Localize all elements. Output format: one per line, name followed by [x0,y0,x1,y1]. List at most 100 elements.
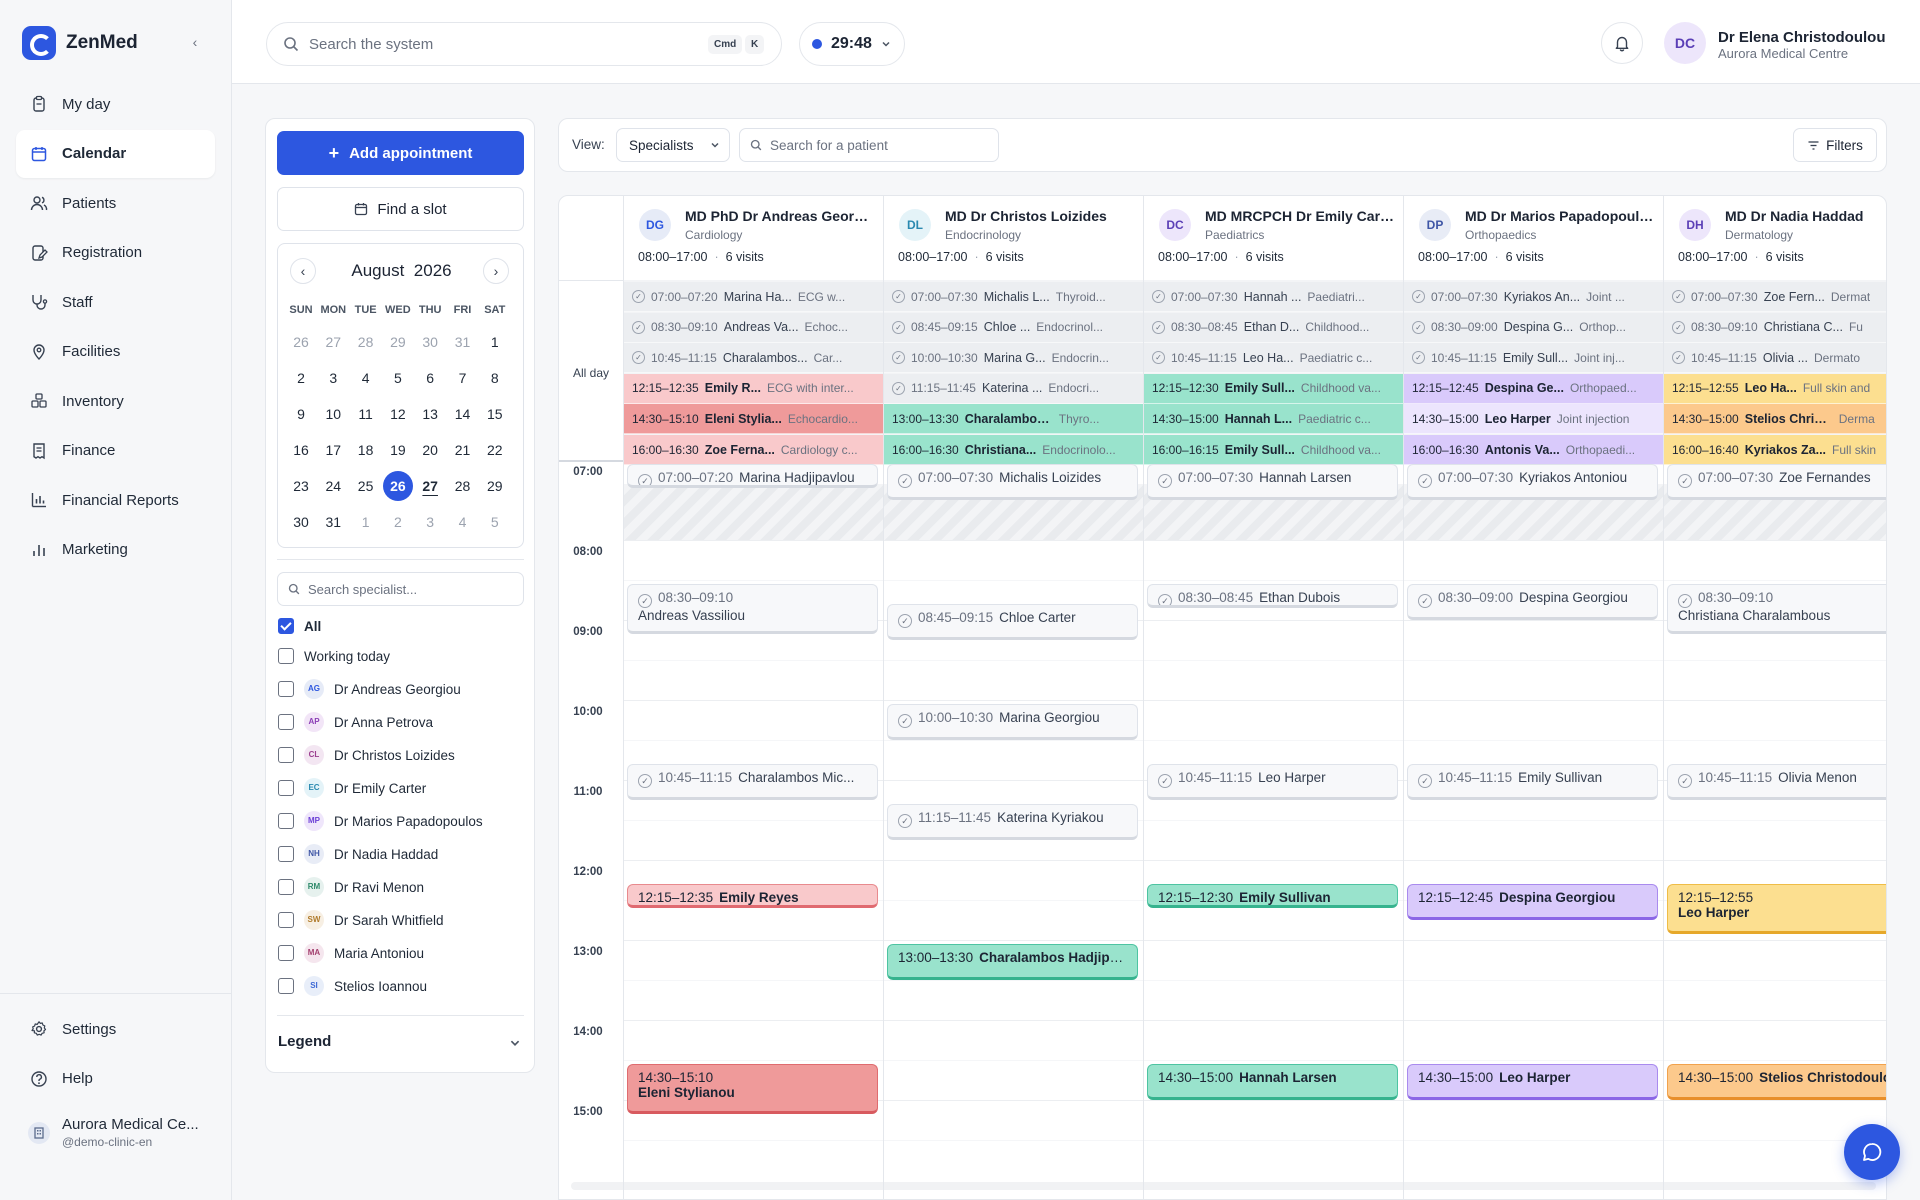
sidebar-item-my-day[interactable]: My day [16,80,215,128]
legend-toggle[interactable]: Legend [278,1033,332,1050]
specialist-filter-item[interactable]: AG Dr Andreas Georgiou [278,679,461,699]
calendar-day[interactable]: 15 [487,406,503,422]
checkbox[interactable] [278,747,294,763]
filter-all[interactable]: All [278,618,321,634]
calendar-day[interactable]: 27 [325,334,342,350]
specialist-column-header[interactable]: DG MD PhD Dr Andreas Georgiou Cardiology 08… [623,196,883,280]
horizontal-scrollbar[interactable] [571,1182,1876,1190]
calendar-day[interactable]: 5 [393,370,402,386]
all-day-appointment[interactable]: ✓ 08:30–09:10 Christiana C... Fu [1664,312,1886,343]
calendar-day[interactable]: 27 [422,478,438,494]
checkbox[interactable] [278,912,294,928]
calendar-day[interactable]: 28 [454,478,471,494]
view-select[interactable]: Specialists [616,128,730,162]
calendar-day[interactable]: 10 [325,406,342,422]
checkbox[interactable] [278,618,294,634]
sidebar-item-financial-reports[interactable]: Financial Reports [16,476,215,524]
clinic-switcher[interactable]: Aurora Medical Ce... @demo-clinic-en [28,1116,199,1149]
specialist-filter-item[interactable]: AP Dr Anna Petrova [278,712,433,732]
specialist-filter-item[interactable]: SW Dr Sarah Whitfield [278,910,444,930]
global-search[interactable]: Search the system Cmd K [266,22,782,66]
calendar-day[interactable]: 1 [361,514,370,530]
sidebar-item-help[interactable]: Help [16,1055,215,1103]
all-day-appointment[interactable]: 16:00–16:30 Zoe Ferna... Cardiology c... [624,435,883,465]
appointment-card[interactable]: 12:15–12:55 Leo Harper [1667,884,1886,934]
calendar-day[interactable]: 20 [422,442,438,458]
logo[interactable]: ZenMed [22,26,138,60]
calendar-day[interactable]: 8 [490,370,499,386]
appointment-card[interactable]: ✓ 10:45–11:15 Leo Harper [1147,764,1398,800]
next-month-button[interactable]: › [483,258,509,284]
appointment-card[interactable]: 14:30–15:00 Stelios Christodoulou [1667,1064,1886,1100]
calendar-day[interactable]: 26 [382,471,413,501]
calendar-day[interactable]: 7 [458,370,467,386]
specialist-column-header[interactable]: DL MD Dr Christos Loizides Endocrinology 08… [883,196,1143,280]
appointment-card[interactable]: 13:00–13:30 Charalambos Hadjipa... [887,944,1138,980]
appointment-card[interactable]: ✓ 11:15–11:45 Katerina Kyriakou [887,804,1138,840]
appointment-card[interactable]: 14:30–15:10 Eleni Stylianou [627,1064,878,1114]
specialist-search-input[interactable]: Search specialist... [277,572,524,606]
calendar-day[interactable]: 11 [358,406,373,422]
all-day-appointment[interactable]: 14:30–15:10 Eleni Stylia... Echocardio... [624,404,883,435]
sidebar-item-marketing[interactable]: Marketing [16,526,215,574]
calendar-day[interactable]: 29 [390,334,406,350]
appointment-card[interactable]: ✓ 08:30–09:10 Andreas Vassiliou [627,584,878,634]
checkbox[interactable] [278,813,294,829]
appointment-card[interactable]: 12:15–12:30 Emily Sullivan [1147,884,1398,908]
calendar-day[interactable]: 1 [490,334,499,350]
calendar-day[interactable]: 14 [454,406,471,422]
calendar-day[interactable]: 3 [329,370,338,386]
calendar-day[interactable]: 4 [458,514,467,530]
calendar-day[interactable]: 31 [325,514,342,530]
checkbox[interactable] [278,879,294,895]
all-day-appointment[interactable]: 12:15–12:45 Despina Ge... Orthopaed... [1404,373,1663,404]
calendar-day[interactable]: 26 [293,334,309,350]
all-day-appointment[interactable]: ✓ 08:30–09:00 Despina G... Orthop... [1404,312,1663,343]
calendar-day[interactable]: 21 [454,442,471,458]
appointment-card[interactable]: ✓ 10:45–11:15 Olivia Menon [1667,764,1886,800]
add-appointment-button[interactable]: + Add appointment [277,131,524,175]
calendar-day[interactable]: 25 [357,478,374,494]
appointment-card[interactable]: ✓ 08:30–08:45 Ethan Dubois [1147,584,1398,608]
all-day-appointment[interactable]: ✓ 10:45–11:15 Charalambos... Car... [624,343,883,374]
appointment-card[interactable]: ✓ 08:30–09:10 Christiana Charalambous [1667,584,1886,634]
all-day-appointment[interactable]: ✓ 10:00–10:30 Marina G... Endocrin... [884,343,1143,374]
all-day-appointment[interactable]: ✓ 10:45–11:15 Emily Sull... Joint inj... [1404,343,1663,374]
calendar-day[interactable]: 9 [297,406,305,422]
checkbox[interactable] [278,780,294,796]
all-day-appointment[interactable]: ✓ 07:00–07:30 Kyriakos An... Joint ... [1404,282,1663,312]
appointment-card[interactable]: ✓ 07:00–07:30 Michalis Loizides [887,464,1138,500]
appointment-card[interactable]: ✓ 07:00–07:20 Marina Hadjipavlou [627,464,878,488]
calendar-day[interactable]: 6 [426,370,435,386]
all-day-appointment[interactable]: ✓ 10:45–11:15 Olivia ... Dermato [1664,343,1886,374]
calendar-day[interactable]: 12 [390,406,406,422]
collapse-sidebar-button[interactable]: ‹ [192,34,198,50]
calendar-day[interactable]: 29 [487,478,503,494]
calendar-day[interactable]: 4 [361,370,370,386]
appointment-card[interactable]: ✓ 07:00–07:30 Kyriakos Antoniou [1407,464,1658,500]
appointment-card[interactable]: ✓ 10:45–11:15 Charalambos Mic... [627,764,878,800]
all-day-appointment[interactable]: ✓ 08:45–09:15 Chloe ... Endocrinol... [884,312,1143,343]
appointment-card[interactable]: 12:15–12:45 Despina Georgiou [1407,884,1658,920]
calendar-day[interactable]: 17 [325,442,342,458]
calendar-day[interactable]: 2 [393,514,402,530]
calendar-day[interactable]: 2 [297,370,305,386]
sidebar-item-facilities[interactable]: Facilities [16,328,215,376]
all-day-appointment[interactable]: ✓ 08:30–09:10 Andreas Va... Echoc... [624,312,883,343]
all-day-appointment[interactable]: ✓ 08:30–08:45 Ethan D... Childhood... [1144,312,1403,343]
specialist-filter-item[interactable]: EC Dr Emily Carter [278,778,426,798]
specialist-filter-item[interactable]: SI Stelios Ioannou [278,976,427,996]
calendar-day[interactable]: 30 [422,334,438,350]
user-avatar[interactable]: DC [1664,22,1706,64]
appointment-card[interactable]: 14:30–15:00 Leo Harper [1407,1064,1658,1100]
calendar-day[interactable]: 23 [293,478,309,494]
checkbox[interactable] [278,714,294,730]
appointment-card[interactable]: ✓ 08:45–09:15 Chloe Carter [887,604,1138,640]
calendar-day[interactable]: 31 [454,334,471,350]
specialist-filter-item[interactable]: MP Dr Marios Papadopoulos [278,811,483,831]
appointment-card[interactable]: 14:30–15:00 Hannah Larsen [1147,1064,1398,1100]
specialist-filter-item[interactable]: NH Dr Nadia Haddad [278,844,438,864]
checkbox[interactable] [278,846,294,862]
all-day-appointment[interactable]: ✓ 11:15–11:45 Katerina ... Endocri... [884,373,1143,404]
chevron-down-icon[interactable] [509,1037,521,1049]
